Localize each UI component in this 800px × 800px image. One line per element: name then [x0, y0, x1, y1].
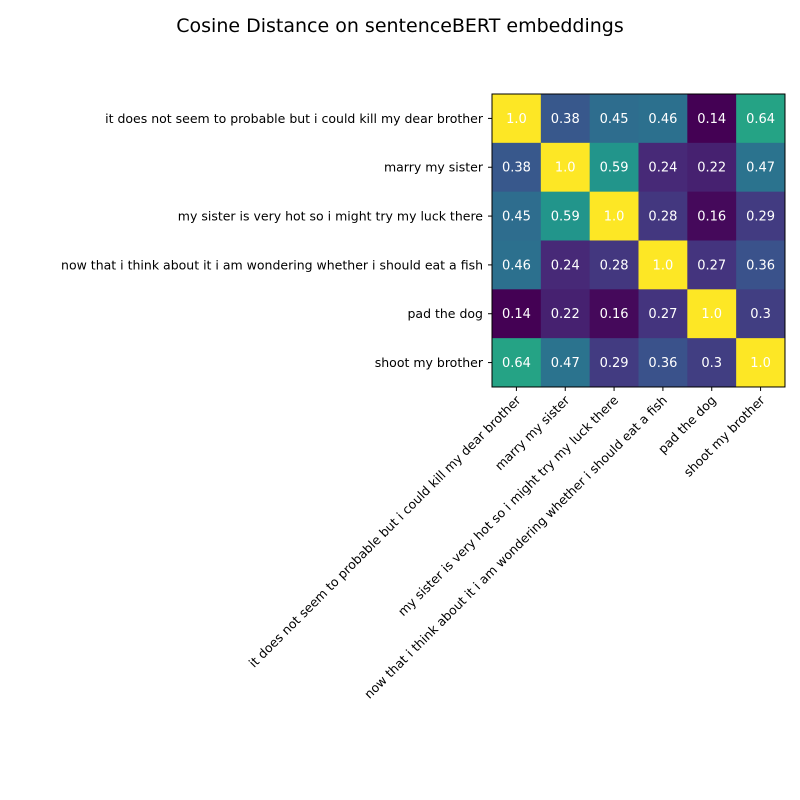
cell-value-label: 0.16 [600, 307, 629, 322]
heatmap-cell-4-5 [736, 289, 786, 339]
heatmap-cell-1-5 [736, 142, 786, 193]
cell-value-label: 0.59 [600, 161, 629, 176]
cell-value-label: 0.29 [746, 210, 775, 225]
plot-frame [491, 93, 786, 388]
heatmap-cell-3-2 [589, 240, 639, 290]
cell-value-label: 0.27 [697, 258, 726, 273]
heatmap-cell-5-1 [540, 338, 591, 388]
heatmap-cell-5-4 [687, 338, 737, 388]
heatmap-cell-1-1 [540, 142, 591, 193]
heatmap-cell-4-2 [589, 289, 639, 339]
heatmap-cell-5-5 [736, 338, 786, 388]
x-tick-label: shoot my brother [681, 392, 769, 480]
heatmap-cell-2-4 [687, 191, 737, 241]
cell-value-label: 0.22 [551, 307, 580, 322]
cell-value-label: 0.45 [502, 210, 531, 225]
cell-value-label: 0.47 [746, 161, 775, 176]
cell-value-label: 0.36 [648, 356, 677, 371]
heatmap-cell-0-0 [492, 94, 542, 144]
cell-value-label: 0.16 [697, 210, 726, 225]
heatmap-cell-0-2 [589, 94, 639, 144]
heatmap-cell-2-0 [492, 191, 542, 241]
cell-value-label: 0.46 [648, 112, 677, 127]
cell-value-label: 0.29 [600, 356, 629, 371]
heatmap-cell-0-3 [638, 94, 688, 144]
heatmap-cell-5-2 [589, 338, 639, 388]
cell-value-label: 0.64 [746, 112, 775, 127]
heatmap-cell-3-5 [736, 240, 786, 290]
y-tick-label: now that i think about it i am wondering… [61, 257, 483, 272]
cell-value-label: 0.28 [600, 258, 629, 273]
cell-value-label: 1.0 [555, 161, 576, 176]
cell-value-label: 1.0 [750, 356, 771, 371]
y-tick-label: my sister is very hot so i might try my … [178, 209, 484, 224]
y-tick-label: pad the dog [407, 306, 483, 321]
heatmap-cell-3-1 [540, 240, 591, 290]
heatmap-cell-0-4 [687, 94, 737, 144]
heatmap-cell-4-3 [638, 289, 688, 339]
cell-value-label: 0.24 [551, 258, 580, 273]
heatmap-cell-5-0 [492, 338, 542, 388]
heatmap-cell-4-0 [492, 289, 542, 339]
cell-value-label: 0.45 [600, 112, 629, 127]
cell-value-label: 1.0 [604, 210, 625, 225]
heatmap-cell-2-1 [540, 191, 591, 241]
heatmap-cell-2-3 [638, 191, 688, 241]
heatmap-cell-3-0 [492, 240, 542, 290]
heatmap-cell-1-3 [638, 142, 688, 193]
cell-value-label: 0.28 [648, 210, 677, 225]
cell-value-label: 0.14 [697, 112, 726, 127]
cell-value-label: 0.36 [746, 258, 775, 273]
y-tick-label: shoot my brother [375, 355, 484, 370]
cell-value-label: 0.27 [648, 307, 677, 322]
cell-value-label: 1.0 [653, 258, 674, 273]
heatmap-cell-2-2 [589, 191, 639, 241]
heatmap-cell-1-4 [687, 142, 737, 193]
cell-value-label: 0.64 [502, 356, 531, 371]
cell-value-label: 0.3 [701, 356, 722, 371]
y-tick-label: marry my sister [384, 160, 484, 175]
heatmap-cell-1-2 [589, 142, 639, 193]
cell-value-label: 1.0 [701, 307, 722, 322]
cell-value-label: 0.59 [551, 210, 580, 225]
x-axis: it does not seem to probable but i could… [246, 386, 769, 701]
heatmap-cell-2-5 [736, 191, 786, 241]
heatmap-cell-1-0 [492, 142, 542, 193]
heatmap-cell-0-5 [736, 94, 786, 144]
cell-value-label: 0.24 [648, 161, 677, 176]
heatmap-cell-3-4 [687, 240, 737, 290]
cell-value-label: 0.46 [502, 258, 531, 273]
cell-value-label: 0.3 [750, 307, 771, 322]
heatmap-cells: 1.0 0.38 0.45 0.46 0.14 0.64 0.38 1.0 0.59 0.24 0.… [492, 94, 786, 388]
cell-value-label: 0.38 [551, 112, 580, 127]
heatmap-cell-0-1 [540, 94, 591, 144]
cell-value-label: 0.14 [502, 307, 531, 322]
y-tick-label: it does not seem to probable but i could… [105, 111, 484, 126]
heatmap-cell-4-4 [687, 289, 737, 339]
cell-value-label: 0.22 [697, 161, 726, 176]
heatmap-cell-3-3 [638, 240, 688, 290]
cell-value-label: 1.0 [506, 112, 527, 127]
cell-value-label: 0.38 [502, 161, 531, 176]
cell-value-label: 0.47 [551, 356, 580, 371]
y-axis: it does not seem to probable but i could… [61, 111, 492, 370]
x-tick-label: my sister is very hot so i might try my … [395, 392, 622, 619]
chart-title: Cosine Distance on sentenceBERT embeddin… [176, 15, 623, 37]
heatmap-cell-5-3 [638, 338, 688, 388]
heatmap-cell-4-1 [540, 289, 591, 339]
